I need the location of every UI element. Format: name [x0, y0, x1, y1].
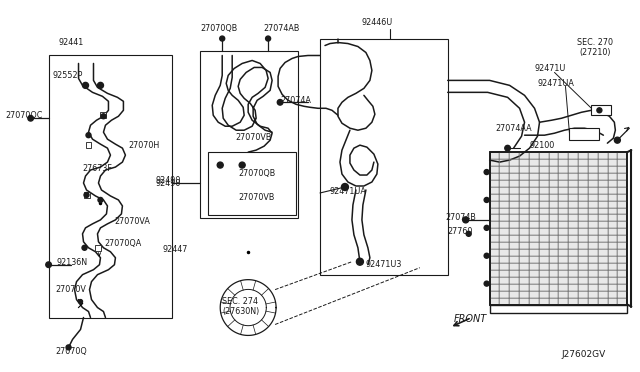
Circle shape: [484, 225, 489, 230]
Circle shape: [239, 162, 245, 168]
Text: SEC. 270: SEC. 270: [577, 38, 614, 47]
Circle shape: [484, 281, 489, 286]
Text: 27074AA: 27074AA: [495, 124, 532, 133]
Circle shape: [466, 231, 471, 236]
Text: 92447: 92447: [163, 245, 188, 254]
Circle shape: [79, 299, 83, 304]
Bar: [95, 245, 102, 251]
Circle shape: [342, 183, 348, 190]
Text: 92471U: 92471U: [534, 64, 566, 73]
Text: (27630N): (27630N): [222, 307, 259, 316]
Text: 27070Q: 27070Q: [56, 347, 87, 356]
Circle shape: [277, 100, 283, 105]
Text: 92490: 92490: [156, 179, 180, 187]
Text: 27074A: 27074A: [280, 96, 311, 105]
Text: 92446U: 92446U: [362, 18, 393, 27]
Text: FRONT: FRONT: [454, 314, 487, 324]
Text: J27602GV: J27602GV: [561, 350, 605, 359]
Text: 27070H: 27070H: [129, 141, 159, 150]
Circle shape: [356, 258, 364, 265]
Bar: [49, 55, 172, 318]
Text: 92471UA: 92471UA: [538, 79, 575, 88]
Text: 92441: 92441: [59, 38, 84, 47]
Circle shape: [83, 82, 88, 89]
Circle shape: [97, 82, 104, 89]
Text: 27673F: 27673F: [83, 164, 113, 173]
Text: 92552P: 92552P: [52, 71, 83, 80]
Text: 27074B: 27074B: [445, 214, 477, 222]
Bar: [490, 305, 627, 312]
Bar: [83, 192, 90, 198]
Bar: [86, 142, 92, 148]
Circle shape: [484, 170, 489, 174]
Circle shape: [484, 198, 489, 202]
Text: 92136N: 92136N: [56, 258, 88, 267]
Text: SEC. 274: SEC. 274: [222, 297, 258, 306]
Bar: [100, 112, 106, 118]
Circle shape: [614, 137, 620, 143]
Text: (27210): (27210): [579, 48, 611, 57]
Circle shape: [217, 162, 223, 168]
Bar: [570, 128, 600, 140]
Bar: [320, 39, 448, 275]
Text: 27070QC: 27070QC: [6, 111, 43, 120]
Text: 92490: 92490: [156, 176, 180, 185]
Circle shape: [98, 198, 103, 202]
Circle shape: [28, 115, 33, 121]
Circle shape: [597, 108, 602, 113]
Circle shape: [66, 345, 71, 350]
Text: 27070V: 27070V: [56, 285, 86, 294]
Text: 27070VA: 27070VA: [115, 217, 150, 227]
Circle shape: [220, 36, 225, 41]
Text: 27074AB: 27074AB: [263, 24, 300, 33]
Text: 27760: 27760: [448, 227, 473, 236]
Text: 27070QA: 27070QA: [104, 239, 141, 248]
Text: 27070VB: 27070VB: [235, 133, 271, 142]
Circle shape: [505, 145, 510, 151]
Circle shape: [84, 192, 89, 198]
Circle shape: [463, 217, 468, 223]
Text: 27070QB: 27070QB: [238, 169, 275, 177]
Text: 27070QB: 27070QB: [200, 24, 237, 33]
Circle shape: [82, 245, 87, 250]
Bar: [490, 152, 627, 305]
Circle shape: [86, 133, 91, 138]
Circle shape: [484, 253, 489, 258]
Circle shape: [266, 36, 271, 41]
Bar: [490, 152, 627, 305]
Bar: [200, 51, 298, 218]
Text: 92471UA: 92471UA: [330, 187, 367, 196]
Circle shape: [101, 114, 106, 119]
Text: 92100: 92100: [529, 141, 555, 150]
Circle shape: [46, 262, 51, 267]
Text: 92471U3: 92471U3: [366, 260, 403, 269]
Bar: [208, 152, 296, 215]
Bar: [591, 105, 611, 115]
Text: 27070VB: 27070VB: [238, 193, 275, 202]
